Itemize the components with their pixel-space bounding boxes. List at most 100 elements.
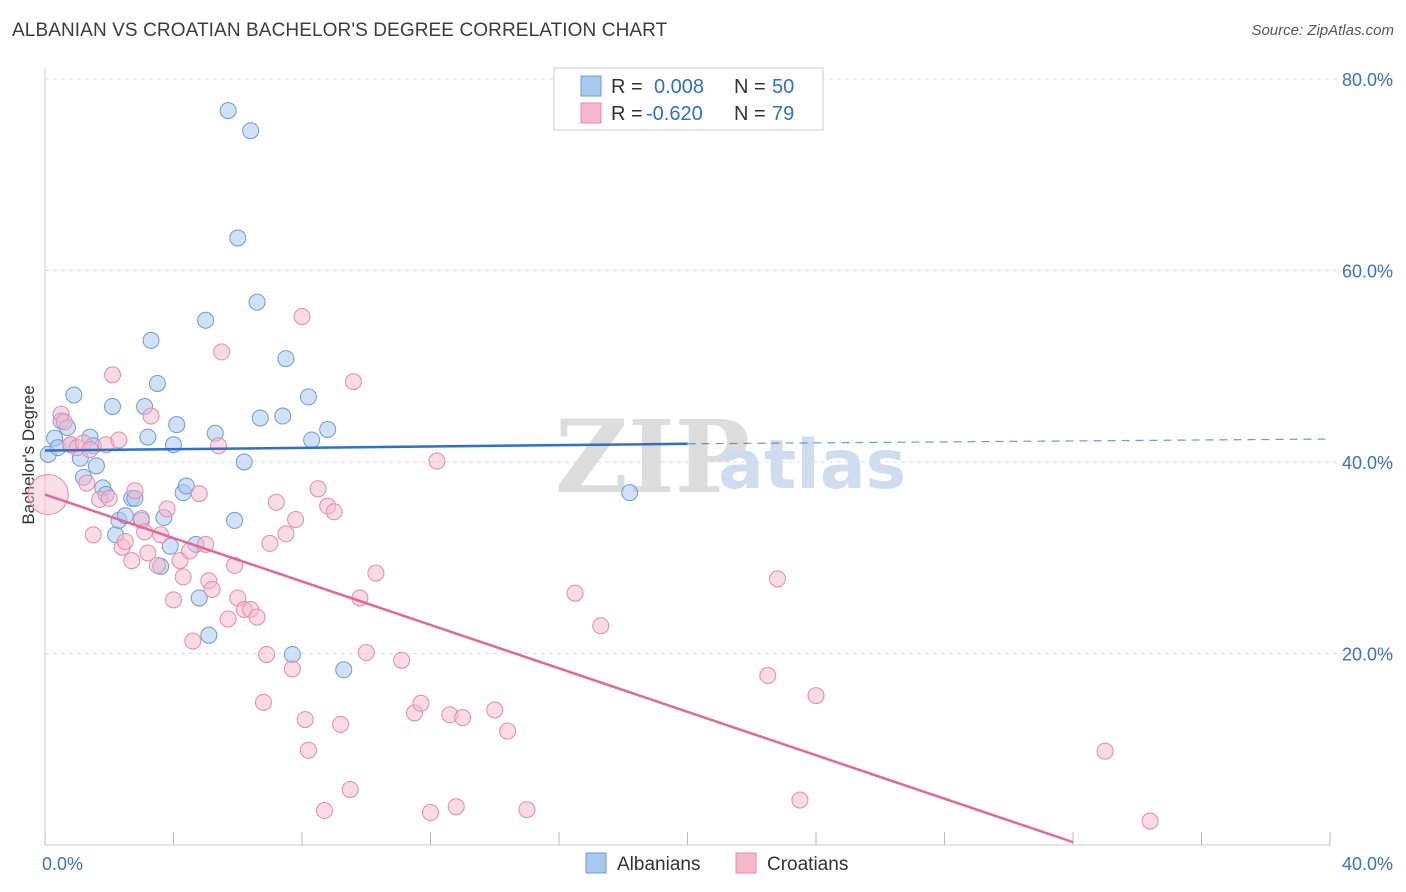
croatians-point — [299, 741, 317, 759]
albanians-point — [148, 374, 166, 392]
albanians-point — [103, 397, 121, 415]
albanians-point — [248, 293, 266, 311]
legend-n-value-albanians: 50 — [772, 76, 794, 98]
croatians-point — [78, 474, 96, 492]
legend-r-value-croatians: -0.620 — [646, 103, 703, 125]
croatians-point — [148, 556, 166, 574]
x-tick-label-max: 40.0% — [1342, 854, 1393, 874]
croatians-point — [791, 791, 809, 809]
croatians-point — [428, 452, 446, 470]
croatians-point — [139, 544, 157, 562]
gridlines — [45, 78, 1393, 654]
legend-r-label-croatians: R = — [611, 103, 643, 125]
albanians-point — [200, 626, 218, 644]
albanians-point — [190, 589, 208, 607]
croatians-point — [219, 610, 237, 628]
croatians-point — [203, 580, 221, 598]
croatians-point — [84, 526, 102, 544]
croatians-point — [807, 687, 825, 705]
croatians-trend-line — [44, 493, 1074, 844]
albanians-point — [274, 407, 292, 425]
croatians-point — [499, 722, 517, 740]
y-tick-labels: 20.0% 40.0% 60.0% 80.0% — [1342, 70, 1393, 665]
watermark: ZIP atlas — [555, 398, 906, 516]
croatians-point — [325, 503, 343, 521]
albanians-point — [242, 122, 260, 140]
croatians-point — [412, 694, 430, 712]
x-tick-label-min: 0.0% — [42, 854, 83, 874]
albanians-point — [161, 537, 179, 555]
albanians-points — [39, 102, 639, 679]
legend-r-value-albanians: 0.008 — [654, 76, 704, 98]
croatians-point — [142, 407, 160, 425]
croatians-point — [55, 413, 73, 431]
croatians-point — [768, 570, 786, 588]
series-legend-label-croatians: Croatians — [767, 854, 848, 875]
legend-n-value-croatians: 79 — [772, 103, 794, 125]
albanians-point — [197, 311, 215, 329]
albanians-point — [319, 420, 337, 438]
albanians-trend-extension — [687, 438, 1331, 445]
croatians-point — [1096, 742, 1114, 760]
croatians-point — [367, 564, 385, 582]
albanians-point — [277, 350, 295, 368]
source-credit: Source: ZipAtlas.com — [1251, 22, 1394, 39]
x-tick-labels: 0.0% 40.0% — [42, 854, 1393, 874]
croatians-point — [165, 591, 182, 609]
y-axis-title: Bachelor's Degree — [19, 385, 38, 524]
trend-lines — [44, 438, 1331, 844]
croatians-point — [209, 437, 227, 455]
croatians-point — [341, 780, 359, 798]
croatians-points — [27, 307, 1159, 830]
croatians-point — [277, 525, 295, 543]
albanians-point — [226, 511, 244, 529]
albanians-point — [87, 457, 105, 475]
albanians-point — [251, 409, 269, 427]
albanians-point — [142, 331, 160, 349]
croatians-point — [309, 480, 327, 498]
croatians-point — [158, 500, 176, 518]
albanians-point — [177, 477, 195, 495]
albanians-point — [229, 229, 247, 247]
croatians-point — [110, 431, 128, 449]
croatians-point — [103, 366, 121, 384]
croatians-point — [393, 651, 411, 669]
croatians-point — [454, 709, 472, 727]
croatians-point — [100, 489, 118, 507]
croatians-point — [287, 510, 305, 528]
legend-n-label-albanians: N = — [734, 76, 766, 98]
albanians-point — [621, 484, 639, 502]
y-tick-label-80: 80.0% — [1342, 70, 1393, 90]
albanians-point — [168, 416, 186, 434]
albanians-point — [335, 661, 353, 679]
series-legend: Albanians Croatians — [585, 852, 848, 875]
albanians-point — [299, 388, 317, 406]
croatians-point — [422, 803, 439, 821]
croatians-point — [344, 373, 362, 391]
albanians-point — [235, 453, 253, 471]
croatians-point — [332, 715, 350, 733]
stats-legend: R = 0.008 N = 50 R = -0.620 N = 79 — [553, 67, 824, 131]
series-legend-swatch-croatians — [735, 852, 757, 874]
croatians-point — [1141, 812, 1159, 830]
albanians-point — [65, 386, 83, 404]
albanians-point — [303, 431, 321, 449]
croatians-point — [293, 307, 311, 325]
albanians-point — [139, 428, 157, 446]
croatians-point — [759, 667, 777, 685]
croatians-point — [518, 801, 536, 819]
y-tick-label-40: 40.0% — [1342, 453, 1393, 473]
croatians-point — [357, 644, 375, 662]
croatians-point — [315, 802, 333, 820]
legend-r-label-albanians: R = — [611, 76, 643, 98]
legend-n-label-croatians: N = — [734, 103, 766, 125]
croatians-point — [174, 568, 192, 586]
croatians-point — [486, 701, 504, 719]
legend-swatch-croatians — [580, 102, 602, 124]
croatians-point — [447, 798, 465, 816]
watermark-atlas: atlas — [718, 426, 906, 505]
croatians-point — [123, 552, 141, 570]
watermark-zip: ZIP — [555, 398, 750, 516]
croatians-point — [184, 632, 202, 650]
